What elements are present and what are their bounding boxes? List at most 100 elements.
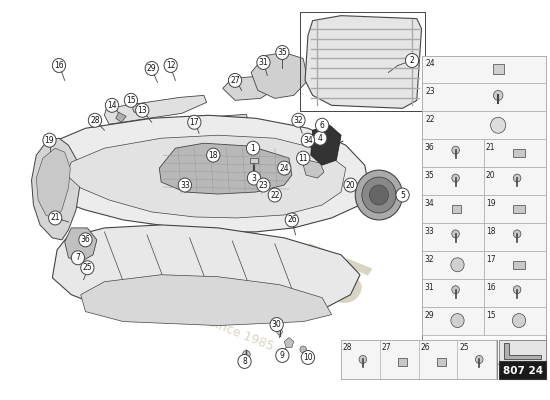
- Circle shape: [344, 178, 357, 192]
- FancyBboxPatch shape: [422, 223, 484, 251]
- Text: 29: 29: [425, 311, 434, 320]
- Circle shape: [257, 178, 270, 192]
- Polygon shape: [305, 16, 421, 108]
- Text: 9: 9: [280, 351, 285, 360]
- Text: 19: 19: [45, 136, 54, 145]
- Polygon shape: [303, 160, 324, 178]
- FancyBboxPatch shape: [484, 251, 546, 279]
- Circle shape: [513, 230, 521, 238]
- Text: 34: 34: [303, 136, 313, 145]
- Circle shape: [228, 74, 241, 87]
- Text: 6: 6: [320, 121, 324, 130]
- Polygon shape: [104, 95, 207, 124]
- FancyBboxPatch shape: [419, 340, 458, 379]
- Text: 27: 27: [230, 76, 240, 85]
- Circle shape: [513, 314, 526, 328]
- Polygon shape: [284, 338, 294, 348]
- Text: 21: 21: [51, 214, 60, 222]
- Text: 1: 1: [251, 144, 255, 153]
- Text: 24: 24: [425, 60, 435, 68]
- Circle shape: [246, 141, 260, 155]
- Text: 34: 34: [425, 199, 434, 208]
- Text: 7: 7: [75, 253, 80, 262]
- FancyBboxPatch shape: [484, 223, 546, 251]
- Circle shape: [52, 58, 65, 72]
- Polygon shape: [311, 125, 341, 165]
- Text: 26: 26: [421, 342, 430, 352]
- Circle shape: [243, 350, 250, 358]
- Circle shape: [452, 146, 459, 154]
- Circle shape: [278, 161, 291, 175]
- Circle shape: [451, 258, 464, 272]
- FancyBboxPatch shape: [422, 307, 484, 334]
- Circle shape: [164, 58, 177, 72]
- Circle shape: [475, 356, 483, 364]
- Text: 33: 33: [180, 180, 190, 190]
- Text: 11: 11: [299, 154, 308, 163]
- Polygon shape: [31, 138, 81, 240]
- Polygon shape: [81, 275, 332, 326]
- Text: 24: 24: [279, 164, 289, 173]
- Circle shape: [89, 113, 102, 127]
- Text: autodoc55: autodoc55: [32, 138, 375, 321]
- Text: 32: 32: [425, 255, 434, 264]
- FancyBboxPatch shape: [513, 149, 525, 157]
- Text: 18: 18: [208, 151, 218, 160]
- Circle shape: [300, 346, 306, 353]
- Text: 16: 16: [486, 283, 496, 292]
- Text: 29: 29: [147, 64, 157, 73]
- Text: 30: 30: [272, 320, 282, 329]
- Text: 26: 26: [287, 216, 296, 224]
- Circle shape: [292, 113, 305, 127]
- Text: 22: 22: [270, 190, 279, 200]
- Circle shape: [268, 188, 282, 202]
- Circle shape: [136, 103, 149, 117]
- Text: 23: 23: [258, 180, 268, 190]
- Circle shape: [296, 151, 310, 165]
- Polygon shape: [43, 115, 370, 232]
- Text: 18: 18: [486, 227, 496, 236]
- Circle shape: [285, 213, 299, 227]
- Text: 5: 5: [400, 190, 405, 200]
- FancyBboxPatch shape: [484, 139, 546, 167]
- Circle shape: [301, 133, 315, 147]
- Circle shape: [301, 350, 315, 364]
- Circle shape: [316, 118, 329, 132]
- Polygon shape: [67, 135, 346, 218]
- FancyBboxPatch shape: [437, 358, 446, 366]
- Polygon shape: [251, 52, 308, 98]
- Text: 14: 14: [107, 101, 117, 110]
- Text: 16: 16: [54, 61, 64, 70]
- Text: 17: 17: [486, 255, 496, 264]
- FancyBboxPatch shape: [422, 84, 546, 111]
- Text: 27: 27: [382, 342, 392, 352]
- Text: 10: 10: [303, 353, 313, 362]
- Circle shape: [452, 174, 459, 182]
- FancyBboxPatch shape: [422, 56, 546, 84]
- Text: 23: 23: [425, 87, 435, 96]
- Circle shape: [355, 170, 403, 220]
- FancyBboxPatch shape: [484, 195, 546, 223]
- Polygon shape: [36, 148, 70, 220]
- Circle shape: [276, 348, 289, 362]
- Circle shape: [106, 98, 119, 112]
- Polygon shape: [223, 76, 273, 100]
- Circle shape: [81, 261, 94, 275]
- Circle shape: [178, 178, 191, 192]
- Circle shape: [314, 131, 327, 145]
- FancyBboxPatch shape: [341, 340, 497, 379]
- Text: 21: 21: [486, 143, 496, 152]
- Circle shape: [405, 54, 419, 68]
- FancyBboxPatch shape: [422, 167, 484, 195]
- FancyBboxPatch shape: [422, 251, 484, 279]
- Circle shape: [188, 115, 201, 129]
- FancyBboxPatch shape: [380, 340, 419, 379]
- Circle shape: [133, 103, 142, 113]
- Text: 20: 20: [486, 171, 496, 180]
- Circle shape: [248, 171, 261, 185]
- Text: 807 24: 807 24: [503, 366, 543, 376]
- Polygon shape: [52, 225, 360, 322]
- FancyBboxPatch shape: [492, 64, 504, 74]
- Text: 31: 31: [425, 283, 434, 292]
- Circle shape: [276, 46, 289, 60]
